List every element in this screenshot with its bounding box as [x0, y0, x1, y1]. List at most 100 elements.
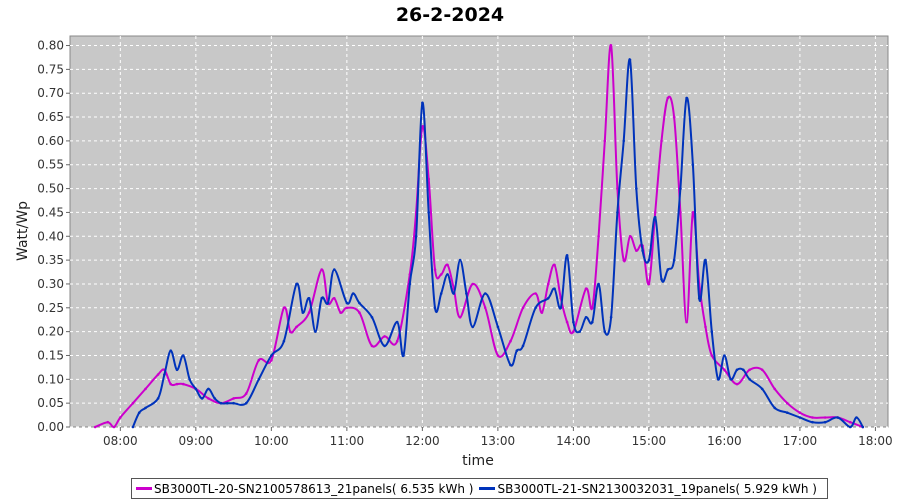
x-tick-label: 16:00: [707, 434, 742, 448]
legend: SB3000TL-20-SN2100578613_21panels( 6.535…: [131, 478, 828, 499]
legend-swatch-series-1: [136, 487, 152, 490]
series-2-point: [427, 211, 431, 214]
series-1-point: [672, 115, 676, 119]
series-1-point: [370, 344, 374, 348]
series-1-point: [848, 420, 852, 424]
series-2-point: [439, 292, 443, 295]
series-1-point: [786, 401, 789, 405]
series-2-point: [414, 235, 418, 238]
series-1-point: [534, 292, 537, 295]
series-2-point: [729, 378, 732, 381]
series-2-point: [163, 373, 166, 376]
series-1-point: [597, 235, 600, 238]
series-1-point: [395, 339, 399, 343]
series-2-point: [270, 354, 273, 357]
series-2-point: [591, 320, 594, 324]
series-2-point: [653, 215, 657, 219]
series-1-point: [748, 368, 751, 372]
series-1-point: [358, 311, 361, 314]
y-tick-label: 0.45: [37, 205, 64, 219]
series-2-point: [697, 297, 701, 300]
series-2-point: [716, 378, 720, 381]
series-1-point: [666, 96, 670, 100]
series-1-point: [622, 258, 625, 262]
series-2-point: [433, 306, 437, 310]
x-tick-label: 11:00: [330, 434, 365, 448]
series-1-point: [93, 425, 97, 429]
series-1-point: [288, 330, 292, 333]
series-1-point: [509, 339, 512, 343]
series-1-point: [169, 382, 172, 386]
series-2-point: [182, 354, 185, 357]
legend-swatch-series-2: [479, 487, 496, 490]
series-1-point: [691, 211, 695, 214]
y-tick-label: 0.40: [37, 229, 64, 243]
series-1-point: [710, 354, 714, 357]
series-1-point: [182, 382, 185, 386]
x-axis-label: time: [462, 453, 494, 469]
series-1-point: [270, 358, 273, 362]
series-2-point: [534, 306, 537, 310]
series-1-point: [421, 125, 424, 128]
series-1-point: [540, 311, 544, 314]
series-2-point: [137, 411, 141, 415]
series-1-point: [320, 268, 324, 271]
series-2-point: [496, 325, 500, 329]
legend-label-series-2: SB3000TL-21-SN2130032031_19panels( 5.929…: [497, 481, 817, 496]
series-2-point: [836, 416, 839, 419]
series-2-point: [156, 397, 160, 400]
y-tick-label: 0.20: [37, 325, 64, 339]
series-2-point: [515, 349, 519, 353]
series-2-point: [685, 96, 688, 100]
series-1-point: [232, 397, 235, 400]
series-1-point: [333, 297, 336, 300]
series-2-point: [326, 301, 330, 305]
series-2-point: [710, 330, 714, 333]
series-2-point: [244, 401, 248, 405]
y-tick-label: 0.35: [37, 253, 64, 267]
series-2-point: [647, 258, 651, 262]
series-1-point: [207, 397, 210, 400]
series-2-point: [465, 292, 468, 295]
series-1-point: [295, 325, 298, 329]
series-2-point: [635, 187, 638, 190]
series-2-point: [232, 401, 235, 405]
series-1-point: [175, 382, 179, 386]
legend-item-series-1: SB3000TL-20-SN2100578613_21panels( 6.535…: [136, 482, 473, 496]
series-2-point: [169, 349, 172, 353]
series-1-point: [439, 273, 443, 276]
y-tick-label: 0.00: [37, 420, 64, 434]
series-1-point: [282, 306, 286, 310]
series-1-point: [773, 387, 776, 391]
series-2-point: [194, 387, 198, 391]
x-tick-label: 08:00: [103, 434, 138, 448]
series-2-point: [572, 320, 575, 324]
series-2-point: [320, 297, 324, 300]
y-tick-label: 0.55: [37, 158, 64, 172]
y-tick-label: 0.80: [37, 39, 64, 53]
series-1-point: [484, 306, 487, 310]
x-tick-label: 10:00: [254, 434, 289, 448]
series-2-point: [628, 58, 632, 62]
series-2-point: [257, 378, 261, 381]
series-2-point: [565, 254, 569, 257]
series-2-point: [641, 249, 644, 252]
series-1-point: [345, 306, 349, 310]
series-1-point: [760, 368, 764, 372]
series-2-point: [578, 330, 581, 333]
series-2-point: [421, 101, 424, 105]
series-1-point: [471, 282, 475, 286]
y-axis-label: Watt/Wp: [15, 201, 31, 261]
series-1-point: [660, 139, 663, 143]
x-tick-label: 09:00: [179, 434, 214, 448]
series-1-point: [798, 411, 802, 415]
series-1-point: [119, 416, 122, 419]
series-1-point: [609, 44, 613, 47]
series-1-point: [307, 311, 311, 314]
series-1-point: [628, 235, 632, 238]
series-1-point: [383, 335, 386, 338]
series-1-point: [339, 311, 342, 314]
series-2-point: [484, 292, 487, 295]
series-2-point: [559, 306, 563, 310]
y-tick-label: 0.60: [37, 134, 64, 148]
